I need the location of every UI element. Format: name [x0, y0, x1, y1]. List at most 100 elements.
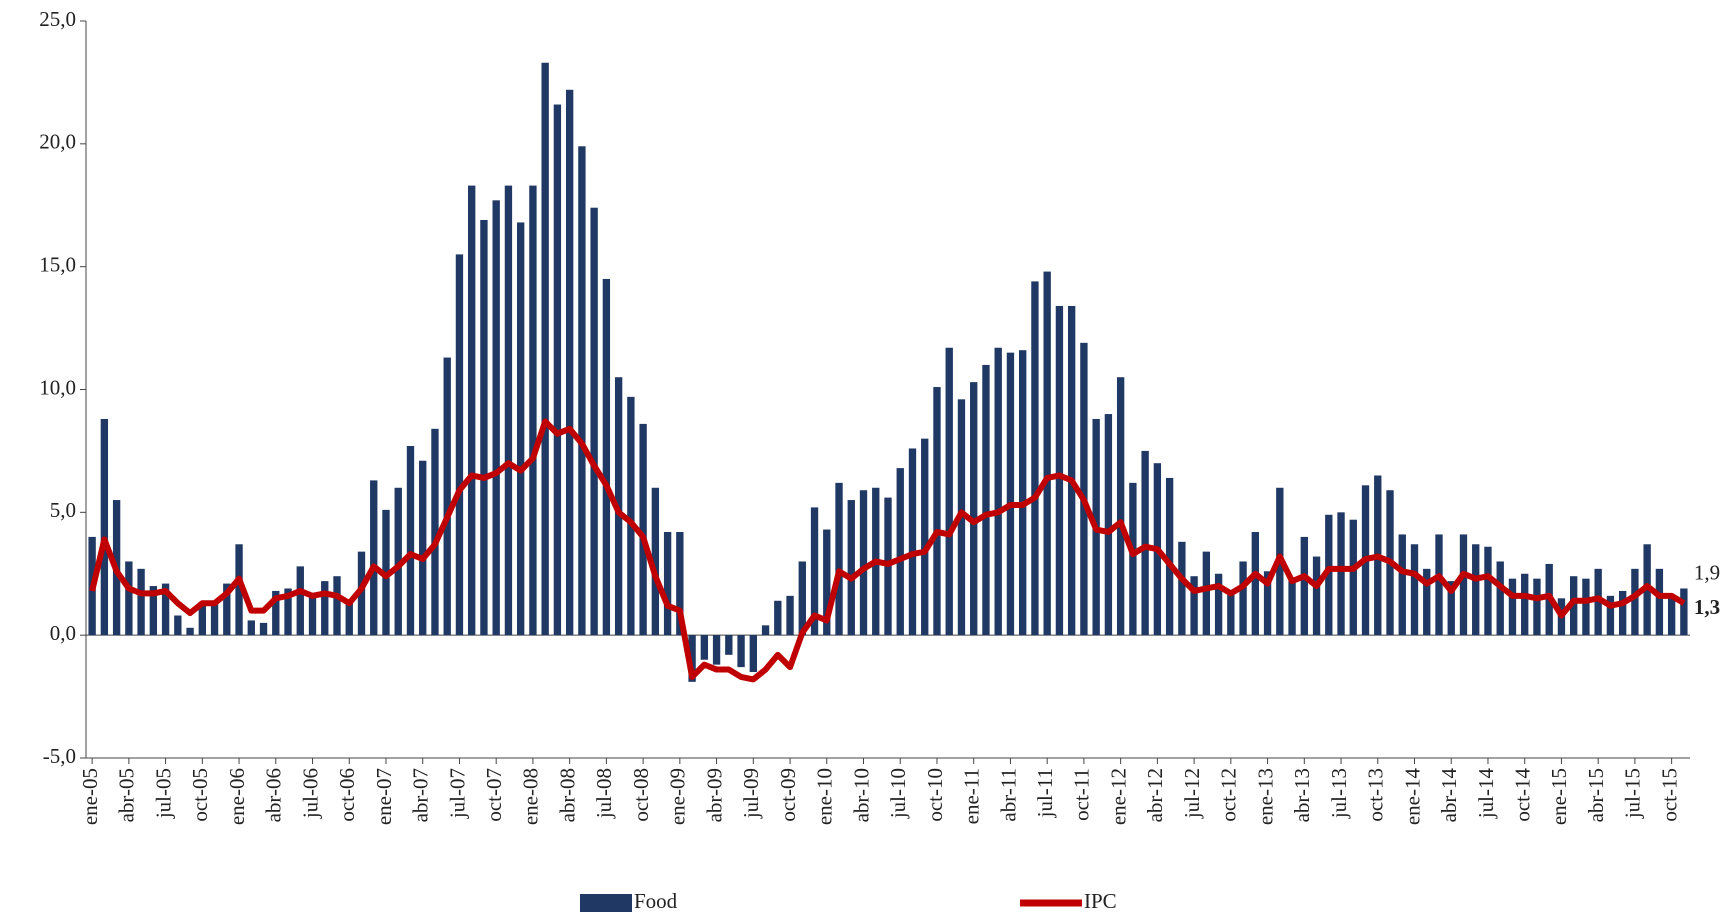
bar [1165, 477, 1174, 636]
bar [565, 89, 574, 636]
y-tick-label: 20,0 [39, 130, 76, 154]
bar [1521, 573, 1529, 636]
bar [700, 635, 709, 660]
bar [1300, 536, 1308, 636]
bar [859, 490, 868, 636]
x-tick-label: abr-09 [702, 768, 726, 822]
bar [504, 185, 513, 636]
bar [1349, 519, 1357, 636]
bar [676, 531, 684, 636]
x-tick-label: abr-11 [996, 768, 1020, 822]
bar [749, 635, 757, 673]
x-tick-label: abr-10 [849, 768, 873, 822]
bar [945, 347, 953, 636]
bar [394, 487, 402, 636]
bar [284, 588, 292, 636]
bar [529, 185, 537, 636]
bar [639, 423, 647, 636]
x-tick-label: jul-09 [739, 768, 763, 819]
x-tick-label: jul-12 [1180, 768, 1204, 819]
bar [1570, 576, 1578, 636]
bar [210, 603, 219, 636]
bar [663, 531, 672, 636]
bar [1618, 590, 1627, 636]
bar [321, 581, 329, 636]
bar [1239, 561, 1247, 636]
x-tick-label: abr-08 [555, 768, 579, 822]
x-tick-label: jul-05 [151, 768, 175, 819]
bar [100, 418, 109, 636]
x-tick-label: oct-06 [335, 768, 359, 822]
value-label: 1,3 [1694, 595, 1720, 619]
x-tick-label: jul-07 [445, 768, 469, 819]
bar [994, 347, 1002, 636]
bar [247, 620, 255, 636]
bar [602, 278, 611, 636]
bar [1080, 342, 1088, 636]
bar [1667, 595, 1676, 636]
bar [259, 622, 268, 636]
bar [308, 595, 317, 636]
bar [798, 561, 806, 636]
bar [1129, 482, 1137, 636]
bar [761, 625, 770, 636]
x-tick-label: abr-13 [1290, 768, 1314, 822]
x-tick-label: ene-13 [1253, 768, 1277, 825]
bar [1435, 534, 1443, 636]
bar [590, 207, 598, 636]
y-tick-label: 5,0 [50, 498, 76, 522]
bar [712, 635, 721, 665]
bar [823, 529, 831, 636]
bar [578, 146, 586, 636]
bar [553, 104, 562, 636]
bar [627, 396, 635, 636]
x-tick-label: oct-10 [923, 768, 947, 822]
bar [1655, 568, 1664, 636]
bar [223, 583, 231, 636]
bar [1251, 531, 1260, 636]
bar [1410, 544, 1419, 636]
bar [125, 561, 133, 636]
x-tick-label: oct-08 [629, 768, 653, 822]
bar [982, 364, 990, 636]
bar [1582, 578, 1590, 636]
bar [1055, 305, 1064, 636]
bar [1019, 350, 1027, 636]
bar [345, 603, 353, 636]
x-tick-label: abr-15 [1584, 768, 1608, 822]
bar [357, 551, 366, 636]
x-tick-label: oct-11 [1070, 768, 1094, 821]
x-tick-label: ene-08 [519, 768, 543, 825]
line [89, 418, 1686, 683]
bar [810, 507, 819, 636]
bar [1202, 551, 1211, 636]
bar [1116, 377, 1125, 636]
bar [1006, 352, 1015, 636]
x-tick-label: jul-08 [592, 768, 616, 819]
bar [1190, 576, 1198, 636]
bar [1104, 414, 1113, 636]
bar [1496, 561, 1504, 636]
bar [406, 446, 415, 636]
legend-swatch [580, 894, 632, 912]
x-tick-label: oct-13 [1364, 768, 1388, 822]
x-tick-label: ene-05 [78, 768, 102, 825]
bar [1459, 534, 1468, 636]
x-tick-label: oct-09 [776, 768, 800, 822]
y-tick-label: -5,0 [43, 744, 76, 768]
bar [174, 615, 182, 636]
x-tick-label: ene-14 [1400, 768, 1424, 826]
bar [1594, 568, 1602, 636]
bar [688, 635, 696, 682]
bar [921, 438, 929, 636]
bar [161, 583, 170, 636]
bar [468, 185, 476, 636]
bar [1398, 534, 1406, 636]
x-tick-label: jul-06 [298, 768, 322, 819]
bar [1178, 541, 1186, 636]
x-tick-label: ene-09 [666, 768, 690, 825]
bar [1288, 581, 1296, 636]
x-tick-label: oct-15 [1657, 768, 1681, 822]
x-tick-label: jul-14 [1474, 768, 1498, 820]
